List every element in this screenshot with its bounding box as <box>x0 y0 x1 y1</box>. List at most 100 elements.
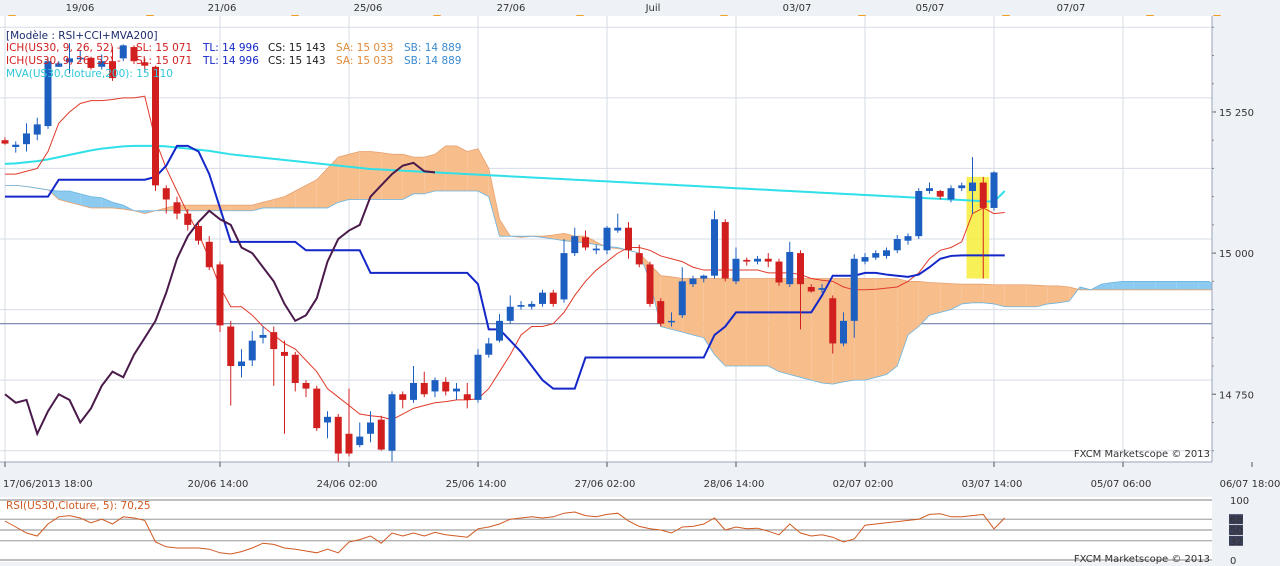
time-axis[interactable]: 17/06/2013 18:00 20/06 14:00 24/06 02:00 25… <box>0 461 1280 497</box>
candle <box>259 326 267 344</box>
cloud-segment <box>241 205 253 211</box>
cloud-segment <box>929 282 941 316</box>
candle-body <box>130 47 138 62</box>
candle <box>238 349 245 378</box>
time-tick-label: 06/07 18:00 <box>1220 479 1280 490</box>
candle-body <box>23 133 30 145</box>
candle-body <box>367 422 374 434</box>
cloud-segment <box>725 278 736 367</box>
candle <box>496 314 503 343</box>
cloud-segment <box>1015 284 1027 307</box>
price-tick-label: 15 000 <box>1219 249 1254 260</box>
candle-body <box>829 298 837 344</box>
candle <box>850 254 858 338</box>
candle-body <box>872 253 880 258</box>
top-axis-label: 19/06 <box>66 3 95 14</box>
candle-body <box>12 144 20 147</box>
candle-body <box>969 182 976 192</box>
rsi-scale-label: 100 <box>1230 496 1249 507</box>
ich-sl: SL: 15 071 <box>136 55 192 67</box>
candle-body <box>614 227 622 231</box>
rsi-scale-label: 32 <box>1230 537 1243 548</box>
candle-body <box>474 354 482 400</box>
candle-body <box>721 222 729 279</box>
candle-body <box>195 226 202 241</box>
rsi-scale-bg <box>1212 497 1280 566</box>
cloud-segment <box>1047 285 1059 304</box>
rsi-line <box>4 511 1006 555</box>
ich-cs: CS: 15 143 <box>268 42 326 54</box>
price-axis-bg <box>1212 16 1280 462</box>
candle-body <box>797 253 804 285</box>
candle-body <box>109 61 116 79</box>
candle-body <box>990 172 998 208</box>
candle-body <box>807 286 815 292</box>
cloud-segment <box>101 197 113 208</box>
candle-body <box>227 326 235 367</box>
candle-body <box>625 227 632 251</box>
candle-body <box>657 301 665 324</box>
cloud-segment <box>908 281 919 335</box>
candle-body <box>764 258 772 262</box>
senkou-b-line <box>5 184 1280 385</box>
cloud-segment <box>746 278 758 367</box>
candle <box>775 258 783 286</box>
chikou-line <box>4 161 436 437</box>
ma200-line <box>4 144 1006 203</box>
time-tick-label: 24/06 02:00 <box>317 479 378 490</box>
candle <box>818 284 826 293</box>
candle <box>743 257 751 266</box>
candle <box>926 182 933 194</box>
candle-body <box>141 62 149 66</box>
cloud-segment <box>918 281 930 327</box>
candle <box>560 239 568 303</box>
candle-body <box>689 278 697 285</box>
candle <box>603 226 611 255</box>
candle-body <box>356 436 364 446</box>
candle-body <box>517 305 525 307</box>
candle <box>807 284 815 293</box>
tenkan-line <box>5 95 1005 421</box>
candle <box>700 274 708 283</box>
cloud-segment <box>198 205 210 211</box>
time-tick-label: 28/06 14:00 <box>704 479 765 490</box>
candle <box>453 382 460 400</box>
candle <box>324 411 331 439</box>
candle-body <box>915 191 923 237</box>
cloud-segment <box>467 148 478 192</box>
cloud-segment <box>220 205 231 211</box>
cloud-segment <box>1058 285 1070 303</box>
candle <box>883 247 890 259</box>
price-tick-label: 14 750 <box>1219 390 1254 401</box>
candle <box>721 219 729 282</box>
candle <box>764 253 772 268</box>
rsi-panel[interactable]: RSI(US30,Cloture, 5): 70,25 FXCM Markets… <box>0 496 1280 566</box>
candle-body <box>238 361 245 367</box>
candle <box>388 391 396 462</box>
top-axis-bg <box>0 0 1280 16</box>
candle-body <box>496 320 503 341</box>
candle-body <box>775 261 783 283</box>
time-tick-label: 05/07 06:00 <box>1091 479 1152 490</box>
candle-body <box>216 264 224 326</box>
price-axis[interactable]: 14 750 15 000 15 250 <box>1211 16 1280 462</box>
candle <box>463 382 471 409</box>
price-grid <box>0 16 1253 462</box>
candle <box>195 222 202 245</box>
candle <box>635 244 643 268</box>
rsi-scale-box <box>1229 514 1243 525</box>
rsi-watermark: FXCM Marketscope © 2013 <box>1074 554 1210 565</box>
top-axis-label: 21/06 <box>208 3 237 14</box>
cloud-segment <box>1155 281 1166 290</box>
cloud-segment <box>1187 281 1199 290</box>
candle-body <box>926 188 933 192</box>
candle <box>969 157 976 214</box>
time-tick-label: 17/06/2013 18:00 <box>3 479 93 490</box>
candle <box>840 312 847 347</box>
time-tick-label: 25/06 14:00 <box>446 479 507 490</box>
candlesticks[interactable] <box>1 43 998 473</box>
candle <box>55 61 63 67</box>
candle <box>474 349 482 403</box>
candle <box>227 320 235 406</box>
